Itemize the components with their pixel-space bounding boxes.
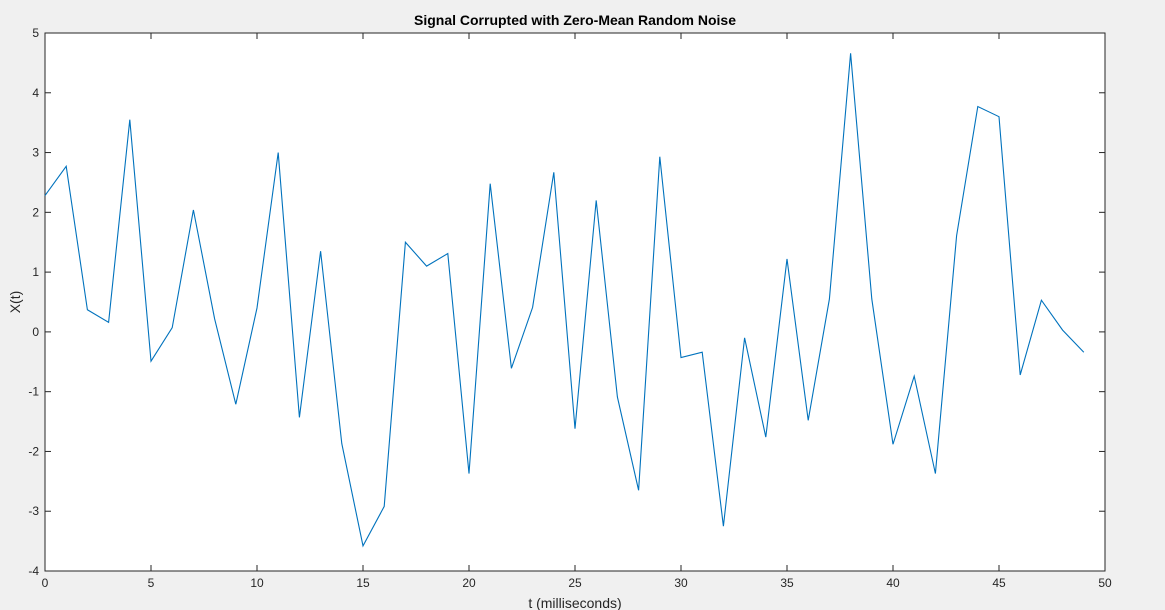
y-tick-label: -1 — [28, 385, 39, 399]
x-axis-title: t (milliseconds) — [528, 595, 621, 610]
y-axis-title: X(t) — [7, 291, 23, 314]
y-tick-label: 3 — [32, 146, 39, 160]
y-tick-label: 1 — [32, 265, 39, 279]
series-layer — [44, 53, 1085, 548]
x-tick-label: 10 — [250, 576, 264, 590]
y-tick-label: -2 — [28, 444, 39, 458]
x-tick-label: 40 — [886, 576, 900, 590]
plot-area — [44, 32, 1106, 572]
x-tick-label: 45 — [992, 576, 1006, 590]
y-tick-label: 4 — [32, 86, 39, 100]
x-tick-label: 5 — [148, 576, 155, 590]
x-tick-label: 25 — [568, 576, 582, 590]
y-tick-label: 5 — [32, 26, 39, 40]
x-tick-label: 15 — [356, 576, 370, 590]
x-tick-label: 30 — [674, 576, 688, 590]
y-tick-label: 0 — [32, 325, 39, 339]
series-line-0 — [44, 53, 1085, 548]
x-tick-label: 35 — [780, 576, 794, 590]
chart-title: Signal Corrupted with Zero-Mean Random N… — [414, 12, 736, 28]
y-tick-label: 2 — [32, 205, 39, 219]
y-tick-label: -4 — [28, 564, 39, 578]
x-tick-label: 0 — [42, 576, 49, 590]
x-tick-label: 50 — [1098, 576, 1112, 590]
x-tick-label: 20 — [462, 576, 476, 590]
y-tick-label: -3 — [28, 504, 39, 518]
